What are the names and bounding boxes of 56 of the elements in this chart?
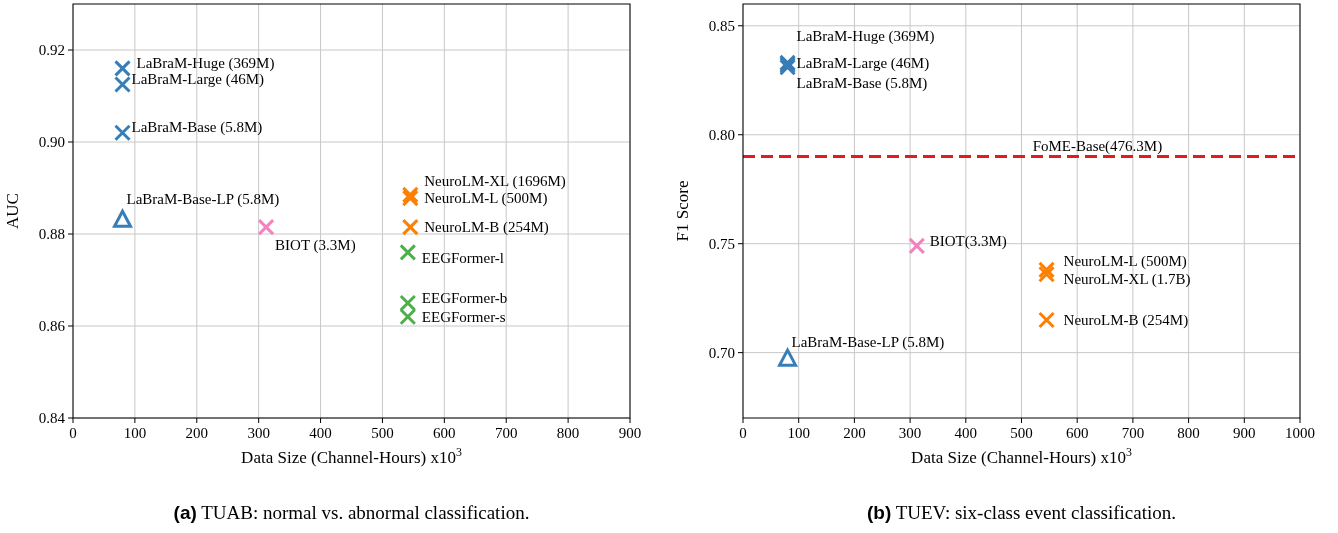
annotation: EEGFormer-b <box>421 290 508 307</box>
x-tick-label: 700 <box>494 425 518 441</box>
annotation: LaBraM-Large (46M) <box>796 55 930 73</box>
annotation: LaBraM-Base (5.8M) <box>131 119 263 137</box>
x-axis-title: Data Size (Channel-Hours) x10$^{3}$ <box>911 445 1132 467</box>
annotation: NeuroLM-L (500M) <box>424 190 548 208</box>
x-tick-label: 900 <box>618 425 642 441</box>
x-axis-title: Data Size (Channel-Hours) x10$^{3}$ <box>241 445 462 467</box>
y-axis-title: F1 Score <box>673 180 692 242</box>
annotation: LaBraM-Huge (369M) <box>136 54 275 72</box>
x-tick-label: 200 <box>185 425 209 441</box>
x-tick-label: 0 <box>739 425 747 441</box>
annotation: LaBraM-Large (46M) <box>131 70 265 88</box>
ref-line-label: FoME-Base(476.3M) <box>1032 137 1163 155</box>
annotation: EEGFormer-l <box>421 249 505 266</box>
annotation: NeuroLM-B (254M) <box>1063 312 1189 330</box>
x-tick-label: 300 <box>247 425 270 441</box>
x-tick-label: 500 <box>1010 425 1033 441</box>
y-tick-label: 0.84 <box>38 410 66 427</box>
x-tick-label: 200 <box>843 425 866 441</box>
x-tick-label: 400 <box>309 425 332 441</box>
annotation: LaBraM-Huge (369M) <box>796 28 935 46</box>
x-tick-label: 100 <box>787 425 810 441</box>
y-tick-label: 0.80 <box>708 126 735 143</box>
annotation: NeuroLM-XL (1.7B) <box>1063 271 1191 289</box>
x-tick-label: 300 <box>898 425 922 441</box>
x-tick-label: 800 <box>1177 425 1200 441</box>
x-tick-label: 400 <box>954 425 978 441</box>
annotation: BIOT (3.3M) <box>275 237 356 255</box>
x-tick-label: 700 <box>1121 425 1145 441</box>
annotation: NeuroLM-B (254M) <box>424 219 549 237</box>
annotation: BIOT(3.3M) <box>929 233 1007 251</box>
annotation: EEGFormer-s <box>421 309 506 326</box>
text: (b) TUEV: six-class event classification. <box>866 502 1177 523</box>
x-tick-label: 800 <box>556 425 580 441</box>
x-tick-label: 0 <box>69 425 77 441</box>
annotation: LaBraM-Base (5.8M) <box>796 75 928 93</box>
y-tick-label: 0.86 <box>38 318 66 335</box>
y-tick-label: 0.90 <box>38 134 65 151</box>
x-tick-label: 600 <box>433 425 456 441</box>
x-tick-label: 600 <box>1065 425 1089 441</box>
annotation: LaBraM-Base-LP (5.8M) <box>791 334 945 352</box>
y-tick-label: 0.75 <box>708 235 735 252</box>
x-tick-label: 100 <box>123 425 147 441</box>
text: (a) TUAB: normal vs. abnormal classification. <box>173 502 530 523</box>
y-tick-label: 0.85 <box>708 18 735 35</box>
y-tick-label: 0.70 <box>708 344 735 361</box>
y-tick-label: 0.88 <box>38 226 65 243</box>
annotation: NeuroLM-L (500M) <box>1063 253 1187 271</box>
x-tick-label: 900 <box>1233 425 1256 441</box>
y-tick-label: 0.92 <box>38 42 65 59</box>
annotation: NeuroLM-XL (1696M) <box>424 173 566 191</box>
x-tick-label: 500 <box>371 425 394 441</box>
y-axis-title: AUC <box>3 193 22 229</box>
annotation: LaBraM-Base-LP (5.8M) <box>126 191 280 209</box>
x-tick-label: 1000 <box>1285 425 1315 441</box>
